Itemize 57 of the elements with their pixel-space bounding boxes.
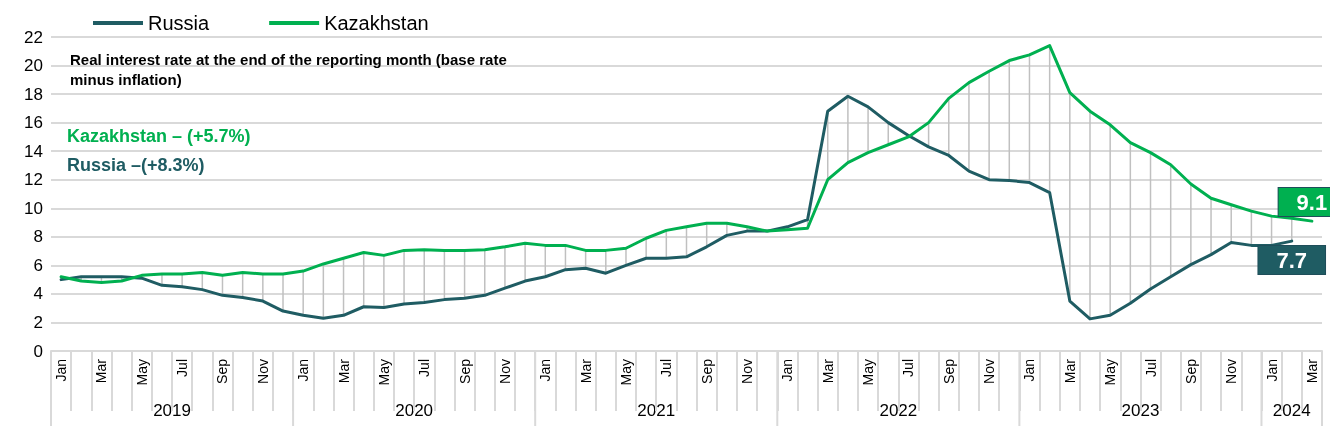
x-tick-label: Jul <box>416 359 433 377</box>
x-tick-label: Mar <box>335 358 352 384</box>
x-tick-label: Nov <box>496 359 513 384</box>
annotation: Kazakhstan – (+5.7%) <box>67 126 251 146</box>
x-tick-label: Sep <box>940 358 957 384</box>
y-tick-label: 2 <box>33 312 43 332</box>
x-tick-label: Sep <box>698 358 715 384</box>
x-tick-label: Mar <box>1061 358 1078 384</box>
x-tick-label: Jan <box>779 359 796 382</box>
y-tick-label: 10 <box>24 198 43 218</box>
y-tick-label: 0 <box>33 341 43 361</box>
x-tick-label: Sep <box>456 358 473 384</box>
y-tick-label: 22 <box>24 27 43 47</box>
x-tick-label: Jan <box>295 359 312 382</box>
y-tick-label: 18 <box>24 84 43 104</box>
x-tick-label: May <box>133 359 150 386</box>
x-tick-label: Jan <box>1021 359 1038 382</box>
x-tick-label: Jan <box>1263 359 1280 382</box>
data-label: 7.7 <box>1276 247 1308 273</box>
x-tick-label: Nov <box>981 359 998 384</box>
y-tick-label: 4 <box>33 284 43 304</box>
legend-label: Kazakhstan <box>324 12 429 34</box>
x-tick-label: Mar <box>577 358 594 384</box>
x-tick-label: Jan <box>537 359 554 382</box>
x-tick-label: Jul <box>900 359 917 377</box>
y-tick-label: 8 <box>33 227 43 247</box>
x-tick-label: Nov <box>1223 359 1240 384</box>
x-tick-label: Sep <box>214 358 231 384</box>
text: 2023 <box>1121 400 1160 420</box>
y-tick-label: 12 <box>24 170 43 190</box>
x-tick-label: May <box>860 359 877 386</box>
x-tick-label: Jul <box>174 359 191 377</box>
x-tick-label: Mar <box>1303 358 1320 384</box>
x-tick-label: Sep <box>1182 358 1199 384</box>
text: 2021 <box>637 400 676 420</box>
text: 2020 <box>395 400 434 420</box>
x-tick-label: Jul <box>1142 359 1159 377</box>
x-tick-label: May <box>1102 359 1119 386</box>
text: Real interest rate at the end of the reporting month (base rate minus inflation) <box>70 50 511 88</box>
y-tick-label: 14 <box>24 141 43 161</box>
x-tick-label: Nov <box>739 359 756 384</box>
x-tick-label: Mar <box>819 358 836 384</box>
y-tick-label: 20 <box>24 56 43 76</box>
annotation: Russia –(+8.3%) <box>67 155 205 175</box>
text: 2022 <box>879 400 918 420</box>
data-label: 9.1 <box>1296 189 1328 215</box>
x-tick-label: Nov <box>254 359 271 384</box>
x-tick-label: Mar <box>93 358 110 384</box>
text: 2019 <box>153 400 191 420</box>
y-tick-label: 6 <box>33 255 43 275</box>
x-tick-label: Jan <box>53 359 70 382</box>
y-tick-label: 16 <box>24 113 43 133</box>
x-tick-label: Jul <box>658 359 675 377</box>
x-tick-label: May <box>375 359 392 386</box>
text: 2024 <box>1272 400 1311 420</box>
legend-label: Russia <box>148 12 211 34</box>
x-tick-label: May <box>617 359 634 386</box>
